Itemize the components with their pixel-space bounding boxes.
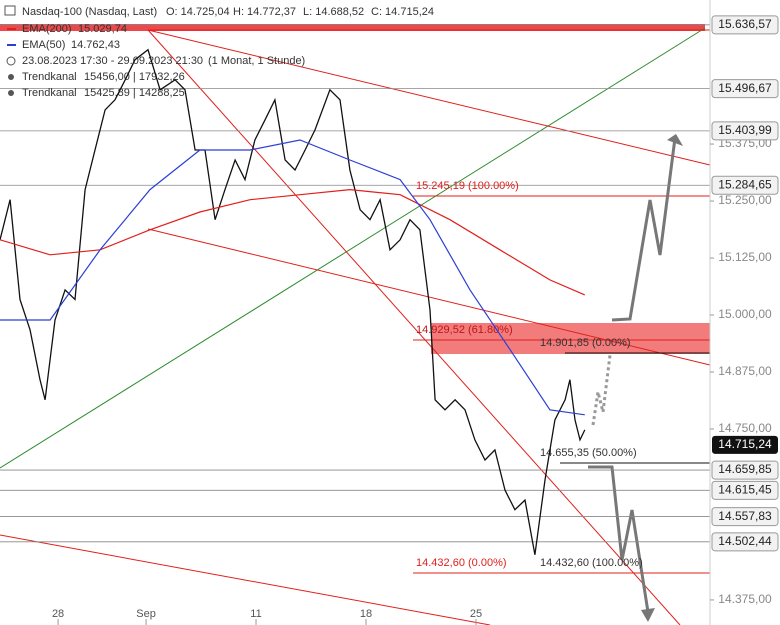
level-box bbox=[711, 532, 779, 552]
level-label: 15.284,65 bbox=[718, 177, 772, 191]
y-tick-label: 15.250,00 bbox=[718, 193, 772, 207]
level-box bbox=[711, 175, 779, 195]
chart-title: Nasdaq-100 (Nasdaq, Last) bbox=[22, 6, 157, 18]
channel-value: 15456,00 | 17932,26 bbox=[84, 71, 185, 83]
level-label: 15.636,57 bbox=[718, 17, 772, 31]
legend-value: 14.762,43 bbox=[71, 39, 120, 51]
legend-entry: EMA(200) bbox=[22, 23, 72, 35]
y-tick-label: 14.375,00 bbox=[718, 592, 772, 606]
channel-label: Trendkanal bbox=[22, 87, 77, 99]
y-tick-label: 14.875,00 bbox=[718, 364, 772, 378]
fib-label: 14.901,85 (0.00%) bbox=[540, 337, 631, 349]
ohlc: C: 14.715,24 bbox=[371, 6, 434, 18]
channel-value: 15425,89 | 14288,25 bbox=[84, 87, 185, 99]
chart-icon bbox=[4, 5, 16, 16]
ohlc: L: 14.688,52 bbox=[303, 6, 364, 18]
x-tick-label: Sep bbox=[136, 608, 156, 620]
legend-entry: EMA(50) bbox=[22, 39, 65, 51]
arrowhead bbox=[667, 134, 683, 146]
projection-arrow bbox=[591, 354, 612, 426]
ohlc: O: 14.725,04 bbox=[166, 6, 230, 18]
fib-label: 14.432,60 (100.00%) bbox=[540, 557, 643, 569]
level-box bbox=[711, 507, 779, 527]
trend-line bbox=[0, 534, 491, 625]
bullet bbox=[8, 90, 14, 96]
y-tick-label: 15.125,00 bbox=[718, 250, 772, 264]
resistance-zone bbox=[0, 24, 705, 31]
y-tick-label: 15.000,00 bbox=[718, 307, 772, 321]
level-box bbox=[711, 15, 779, 35]
level-box bbox=[711, 79, 779, 99]
projection-arrow bbox=[611, 137, 677, 322]
level-label: 14.557,83 bbox=[718, 509, 772, 523]
ohlc: H: 14.772,37 bbox=[233, 6, 296, 18]
channel-label: Trendkanal bbox=[22, 71, 77, 83]
x-tick-label: 25 bbox=[470, 608, 482, 620]
legend-value: 15.029,74 bbox=[78, 23, 127, 35]
fib-label: 14.655,35 (50.00%) bbox=[540, 447, 637, 459]
clock-icon bbox=[6, 56, 16, 66]
bullet bbox=[8, 74, 14, 80]
level-label: 15.496,67 bbox=[718, 81, 772, 95]
interval: (1 Monat, 1 Stunde) bbox=[208, 55, 305, 67]
level-label: 14.615,45 bbox=[718, 482, 772, 496]
fib-label: 15.245,19 (100.00%) bbox=[416, 180, 519, 192]
x-tick-label: 18 bbox=[360, 608, 372, 620]
fib-label: 14.432,60 (0.00%) bbox=[416, 557, 507, 569]
fib-label: 14.929,52 (61.80%) bbox=[416, 324, 513, 336]
level-label: 15.403,99 bbox=[718, 123, 772, 137]
y-tick-label: 14.750,00 bbox=[718, 421, 772, 435]
arrowhead bbox=[641, 608, 655, 622]
level-box bbox=[711, 121, 779, 141]
level-label: 14.502,44 bbox=[718, 534, 772, 548]
price-line bbox=[0, 48, 586, 555]
trend-line bbox=[147, 29, 711, 166]
drawings bbox=[0, 24, 711, 625]
period: 23.08.2023 17:30 - 29.09.2023 21:30 bbox=[22, 55, 203, 67]
level-box bbox=[711, 460, 779, 480]
ema-line bbox=[0, 139, 585, 416]
last-price-label: 14.715,24 bbox=[718, 437, 772, 451]
last-price-box bbox=[712, 435, 778, 454]
x-tick-label: 28 bbox=[52, 608, 64, 620]
trend-line bbox=[147, 29, 681, 625]
trend-line bbox=[0, 27, 706, 469]
resistance-zone bbox=[431, 323, 710, 354]
level-box bbox=[711, 480, 779, 500]
x-tick-label: 11 bbox=[250, 608, 261, 620]
projection-arrow bbox=[588, 465, 650, 613]
level-label: 14.659,85 bbox=[718, 462, 772, 476]
